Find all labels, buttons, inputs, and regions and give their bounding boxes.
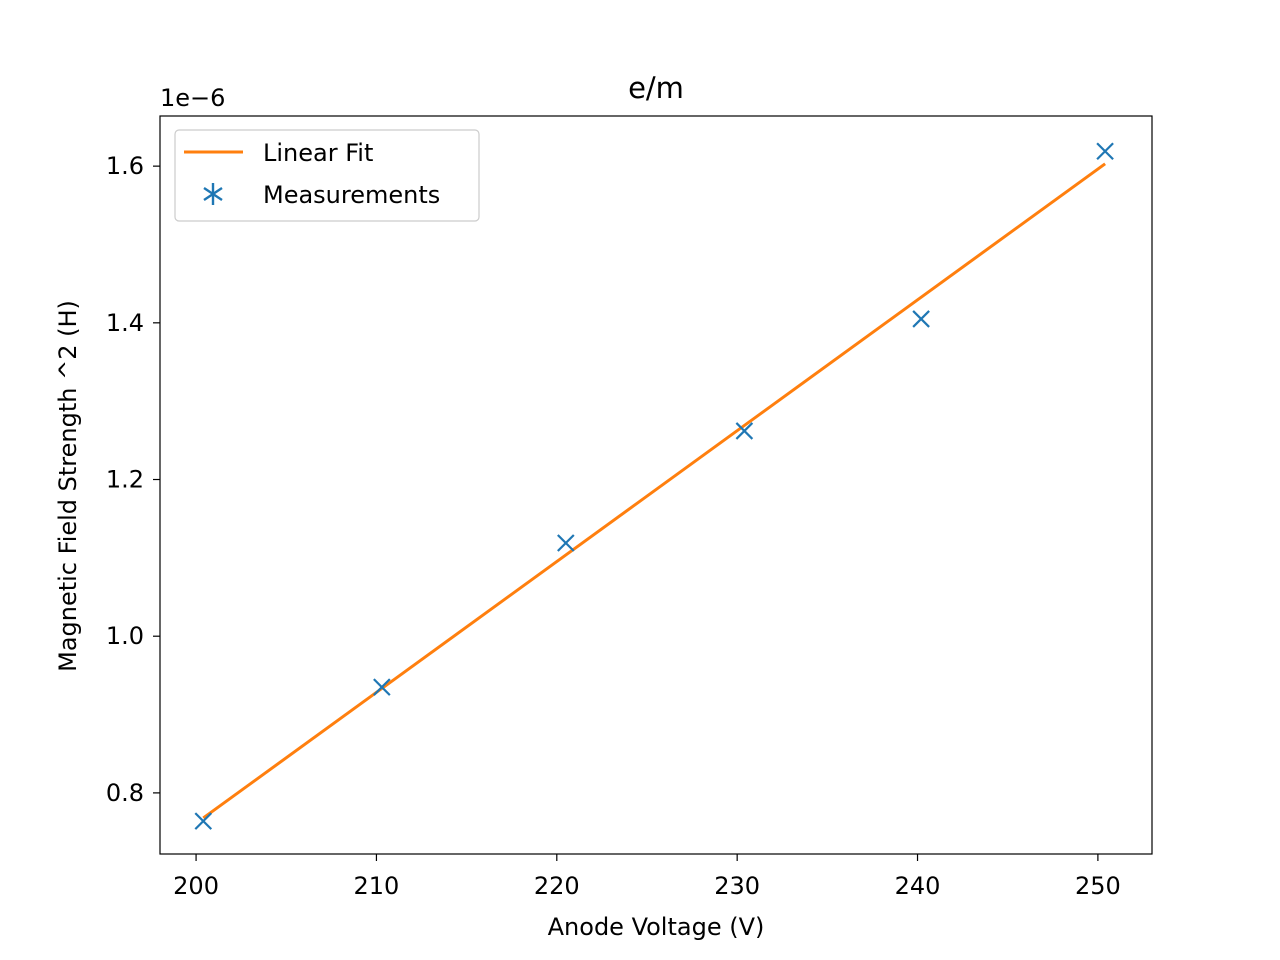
y-tick-label-0.8: 0.8 [106,779,144,807]
x-tick-label-200: 200 [173,872,219,900]
measurement-point-3-stroke-b [557,534,575,552]
legend-label-measurements: Measurements [263,181,440,209]
y-tick-label-1.0: 1.0 [106,622,144,650]
legend-label-linear-fit: Linear Fit [263,139,373,167]
measurement-point-6-stroke-b [1096,142,1114,161]
measurement-point-4 [735,422,754,440]
y-tick-label-1.4: 1.4 [106,309,144,337]
x-tick-label-250: 250 [1075,872,1121,900]
measurement-point-1-stroke-b [194,812,213,830]
x-axis-label: Anode Voltage (V) [548,913,765,941]
linear-fit-line [202,162,1106,820]
measurement-point-1 [194,812,213,830]
x-tick-label-220: 220 [534,872,580,900]
legend-asterisk-marker [203,183,223,205]
y-tick-label-1.6: 1.6 [106,152,144,180]
legend-asterisk-diag-b [203,187,223,201]
measurement-point-4-stroke-b [735,422,754,440]
measurement-point-2 [373,678,391,696]
legend-box [174,129,480,222]
y-tick-label-1.2: 1.2 [106,466,144,494]
y-axis-offset-label: 1e−6 [160,84,225,112]
measurement-point-5 [912,310,930,328]
x-tick-label-230: 230 [714,872,760,900]
measurement-point-6 [1096,142,1114,161]
x-tick-label-210: 210 [354,872,400,900]
legend: Linear Fit Measurements [174,129,480,222]
y-axis-label: Magnetic Field Strength ^2 (H) [54,300,82,672]
chart-title: e/m [628,71,684,105]
measurement-point-5-stroke-b [912,310,930,328]
plot-layer [194,142,1114,830]
measurement-point-2-stroke-b [373,678,391,696]
x-axis-ticks: 200 210 220 230 240 250 [173,854,1121,900]
measurement-point-3 [557,534,575,552]
axes-frame [159,115,1153,855]
x-tick-label-240: 240 [895,872,941,900]
y-axis-ticks: 0.8 1.0 1.2 1.4 1.6 [106,152,160,807]
